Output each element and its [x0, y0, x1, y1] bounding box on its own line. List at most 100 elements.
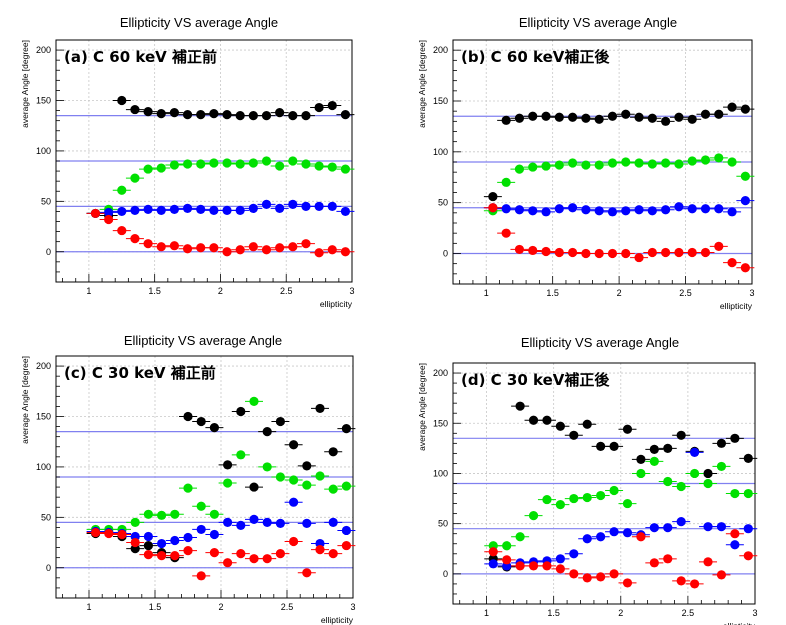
chart-panel-4: Ellipticity VS average Angle 1 1.5 2 2.5 3 0 50… — [417, 335, 758, 625]
data-point — [727, 207, 737, 217]
data-point — [301, 111, 311, 121]
data-point — [341, 481, 351, 491]
data-point — [582, 534, 592, 544]
data-point — [275, 108, 285, 118]
data-point — [647, 113, 657, 123]
data-point — [661, 158, 671, 168]
data-point — [687, 247, 697, 258]
data-point — [327, 201, 337, 211]
data-point — [690, 447, 700, 457]
data-point — [634, 252, 644, 263]
data-point — [327, 245, 337, 255]
data-point — [261, 156, 272, 166]
data-point — [740, 171, 750, 181]
data-point — [647, 206, 657, 216]
data-point — [143, 531, 153, 542]
data-point — [674, 159, 684, 169]
data-point — [209, 158, 219, 168]
data-point — [541, 246, 551, 257]
data-point — [196, 571, 206, 581]
chart-panel-3: Ellipticity VS average Angle 1 1.5 2 2.5 3 0 50… — [20, 333, 356, 625]
data-point — [235, 245, 245, 255]
data-point — [104, 528, 114, 539]
x-axis-label: ellipticity — [720, 301, 753, 311]
data-point — [609, 527, 619, 537]
data-point — [262, 427, 272, 437]
data-point — [143, 509, 153, 519]
data-point — [528, 206, 538, 216]
data-point — [661, 116, 671, 126]
data-point — [301, 159, 311, 169]
data-point — [209, 509, 219, 519]
data-point — [170, 551, 180, 561]
data-point — [582, 573, 592, 583]
data-point — [647, 159, 657, 169]
data-point — [288, 111, 298, 121]
data-point — [196, 243, 206, 253]
y-tick-label: 150 — [433, 418, 448, 428]
data-point — [703, 557, 713, 567]
data-point — [222, 110, 232, 120]
data-point — [183, 411, 193, 422]
series-1 — [483, 102, 755, 202]
data-point — [209, 243, 219, 253]
y-tick-label: 200 — [433, 368, 448, 378]
data-point — [743, 524, 753, 534]
data-point — [676, 430, 686, 440]
y-axis-label: average Angle [degree] — [417, 363, 427, 451]
data-point — [676, 576, 686, 586]
y-tick-label: 200 — [36, 45, 51, 55]
data-point — [341, 424, 351, 434]
data-point — [143, 540, 153, 551]
data-point — [568, 112, 578, 122]
data-point — [248, 242, 258, 252]
data-point — [261, 111, 272, 121]
data-point — [156, 205, 166, 216]
data-point — [674, 112, 684, 122]
data-point — [541, 161, 551, 171]
data-point — [730, 529, 740, 539]
chart-title: Ellipticity VS average Angle — [521, 335, 679, 350]
data-point — [209, 529, 219, 540]
data-point — [528, 162, 538, 172]
x-axis-label: ellipticity — [320, 299, 353, 309]
data-point — [676, 517, 686, 527]
data-point — [542, 494, 552, 505]
data-point — [340, 110, 351, 120]
data-point — [663, 476, 673, 487]
x-tick-label: 3 — [752, 608, 757, 618]
data-point — [690, 468, 700, 479]
data-point — [541, 111, 551, 121]
x-tick-label: 1.5 — [547, 608, 560, 618]
chart-title: Ellipticity VS average Angle — [120, 15, 278, 30]
data-point — [528, 111, 538, 121]
data-point — [143, 239, 153, 249]
data-point — [634, 158, 644, 168]
panel-label: (d) C 30 keV補正後 — [461, 371, 610, 389]
y-axis-label: average Angle [degree] — [417, 40, 427, 128]
data-point — [315, 403, 325, 414]
data-point — [130, 234, 140, 244]
data-point — [743, 453, 753, 463]
data-point — [687, 204, 697, 214]
panel-label: (a) C 60 keV 補正前 — [64, 48, 217, 66]
data-point — [609, 569, 619, 579]
data-point — [143, 106, 153, 117]
data-point — [581, 113, 591, 123]
x-tick-label: 1 — [86, 602, 91, 612]
data-point — [596, 532, 606, 542]
data-point — [314, 102, 324, 113]
data-point — [315, 545, 325, 555]
data-point — [663, 554, 673, 564]
series-2 — [86, 156, 355, 219]
data-point — [327, 162, 337, 172]
data-point — [275, 416, 285, 427]
data-point — [275, 203, 285, 213]
data-point — [594, 114, 604, 124]
data-point — [182, 159, 193, 169]
data-point — [502, 555, 512, 565]
data-point — [649, 456, 659, 467]
data-point — [196, 501, 206, 511]
data-point — [716, 522, 727, 532]
data-point — [609, 485, 619, 496]
